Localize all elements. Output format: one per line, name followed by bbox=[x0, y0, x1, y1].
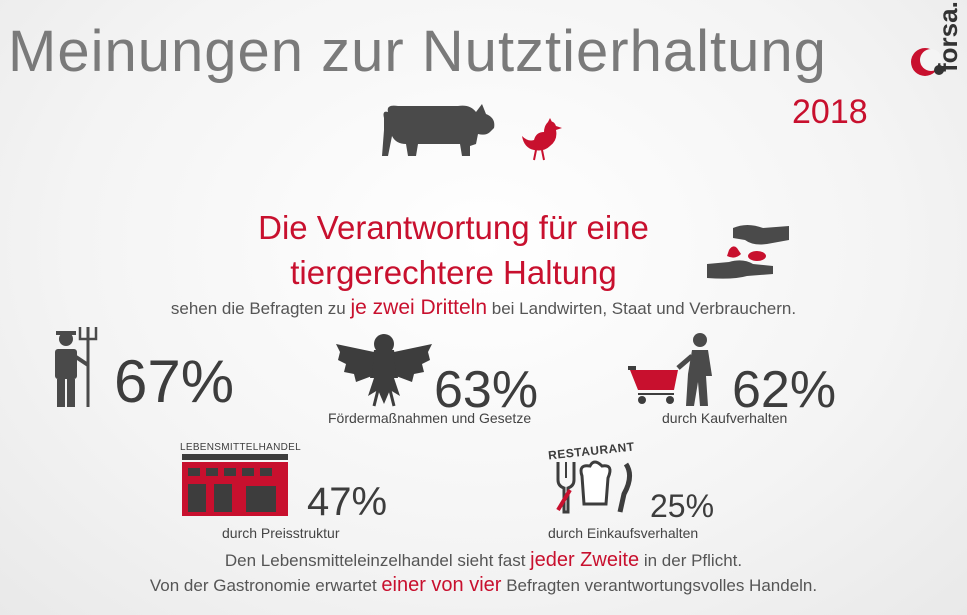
headline-line1: Die Verantwortung für eine bbox=[258, 209, 649, 246]
stat-verbraucher-value: 62% bbox=[732, 361, 837, 419]
bottom-line-2: Von der Gastronomie erwartet einer von v… bbox=[0, 574, 967, 597]
stat-handel-value: 47% bbox=[307, 480, 388, 524]
supermarket-sign: LEBENSMITTELHANDEL bbox=[180, 442, 301, 453]
subline-highlight: je zwei Dritteln bbox=[350, 296, 488, 319]
bottom-line2-post: Befragten verantwortungsvolles Handeln. bbox=[506, 576, 818, 595]
hands-animals-icon bbox=[707, 225, 789, 279]
page-title: Meinungen zur Nutztierhaltung bbox=[8, 19, 827, 84]
farmer-icon bbox=[55, 327, 98, 407]
stat-farmer-value: 67% bbox=[114, 348, 235, 415]
bottom-line1-post: in der Pflicht. bbox=[643, 551, 743, 570]
chicken-icon bbox=[522, 118, 562, 161]
supermarket-icon bbox=[182, 454, 288, 516]
subline-post: bei Landwirten, Staat und Verbrauchern. bbox=[491, 299, 797, 318]
stat-gastro-caption: durch Einkaufsverhalten bbox=[548, 525, 699, 541]
bottom-line-1: Den Lebensmitteleinzelhandel sieht fast … bbox=[0, 549, 967, 572]
logo-swirl-icon: forsa. bbox=[911, 1, 963, 76]
bottom-line2-pre: Von der Gastronomie erwartet bbox=[149, 576, 377, 595]
headline: Die Verantwortung für eine tiergerechter… bbox=[0, 205, 967, 295]
subline-pre: sehen die Befragten zu bbox=[170, 299, 346, 318]
shopping-cart-person-icon bbox=[628, 333, 712, 406]
stat-verbraucher-caption: durch Kaufverhalten bbox=[662, 410, 788, 426]
subline: sehen die Befragten zu je zwei Dritteln … bbox=[0, 296, 967, 320]
bottom-line1-pre: Den Lebensmitteleinzelhandel sieht fast bbox=[224, 551, 526, 570]
bottom-line2-highlight: einer von vier bbox=[381, 574, 502, 596]
federal-eagle-icon bbox=[336, 334, 432, 407]
forsa-logo: forsa. bbox=[905, 0, 965, 95]
headline-line2: tiergerechtere Haltung bbox=[290, 254, 617, 291]
stat-staat-value: 63% bbox=[434, 361, 539, 419]
restaurant-icon bbox=[556, 460, 632, 514]
stat-staat-caption: Fördermaßnahmen und Gesetze bbox=[328, 410, 532, 426]
year-label: 2018 bbox=[792, 93, 868, 131]
logo-text: forsa. bbox=[933, 1, 963, 72]
stat-handel-caption: durch Preisstruktur bbox=[222, 525, 340, 541]
bottom-line1-highlight: jeder Zweite bbox=[530, 549, 640, 571]
stat-gastro-value: 25% bbox=[650, 488, 715, 524]
pig-icon bbox=[382, 104, 495, 156]
